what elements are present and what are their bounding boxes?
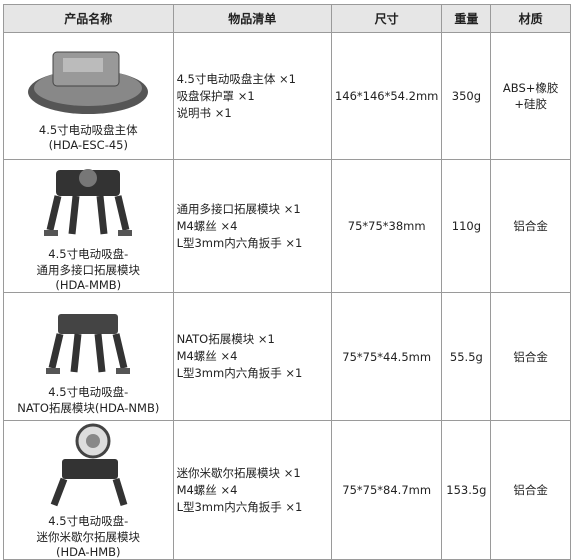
header-cell: 尺寸 — [330, 4, 443, 33]
product-image — [46, 313, 131, 374]
size-cell: 146*146*54.2mm — [330, 32, 443, 160]
size-cell: 75*75*38mm — [330, 159, 443, 293]
product-name-line: (HDA-HMB) — [56, 545, 121, 559]
material-line: ABS+橡胶 — [502, 81, 559, 95]
product-image — [51, 423, 128, 507]
material-cell: 铝合金 — [490, 292, 571, 421]
item-line: 吸盘保护罩 ×1 — [176, 88, 255, 103]
product-name-line: (HDA-MMB) — [55, 278, 122, 292]
item-line: M4螺丝 ×4 — [176, 218, 238, 233]
product-name-line: (HDA-ESC-45) — [48, 138, 128, 152]
material-line: 铝合金 — [513, 349, 548, 364]
product-name-line: 4.5寸电动吸盘- — [48, 247, 129, 261]
item-line: 4.5寸电动吸盘主体 ×1 — [176, 71, 296, 86]
spec-table: 产品名称 物品清单 尺寸 重量 材质 4.5寸电动吸盘主体 (HDA-ESC-45… — [3, 4, 571, 560]
product-cell: 4.5寸电动吸盘- 通用多接口拓展模块 (HDA-MMB) — [3, 159, 174, 293]
material-cell: 铝合金 — [490, 420, 571, 560]
item-line: L型3mm内六角扳手 ×1 — [176, 499, 303, 514]
items-cell: NATO拓展模块 ×1 M4螺丝 ×4 L型3mm内六角扳手 ×1 — [172, 292, 332, 421]
material-line: 铝合金 — [513, 483, 548, 497]
header-row: 产品名称 物品清单 尺寸 重量 材质 — [3, 4, 571, 33]
table-row: 4.5寸电动吸盘主体 (HDA-ESC-45) 4.5寸电动吸盘主体 ×1 吸盘保护罩… — [3, 32, 571, 160]
item-line: M4螺丝 ×4 — [176, 349, 238, 363]
product-image — [28, 51, 149, 114]
weight-cell: 55.5g — [441, 292, 492, 421]
table-row: 4.5寸电动吸盘- 通用多接口拓展模块 (HDA-MMB) 通用多接口拓展模块 ×1 M… — [3, 159, 571, 293]
size-cell: 75*75*84.7mm — [330, 420, 443, 560]
items-cell: 通用多接口拓展模块 ×1 M4螺丝 ×4 L型3mm内六角扳手 ×1 — [172, 159, 332, 293]
table-row: 4.5寸电动吸盘- 迷你米歇尔拓展模块 (HDA-HMB) 迷你米歇尔拓展模块 ×1 M… — [3, 420, 571, 560]
product-image — [44, 169, 133, 236]
product-name-line: 通用多接口拓展模块 — [36, 263, 141, 277]
material-cell: ABS+橡胶 +硅胶 — [490, 32, 571, 160]
item-line: NATO拓展模块 ×1 — [176, 332, 275, 346]
weight-cell: 110g — [441, 159, 492, 293]
header-cell: 物品清单 — [172, 4, 332, 33]
product-cell: 4.5寸电动吸盘主体 (HDA-ESC-45) — [3, 32, 174, 160]
item-line: L型3mm内六角扳手 ×1 — [176, 366, 303, 380]
product-name-line: 4.5寸电动吸盘主体 — [38, 123, 138, 137]
item-line: 通用多接口拓展模块 ×1 — [176, 201, 301, 216]
product-name-line: 4.5寸电动吸盘- — [48, 384, 129, 399]
header-cell: 材质 — [490, 4, 571, 33]
material-line: 铝合金 — [513, 219, 548, 233]
product-name-line: 4.5寸电动吸盘- — [48, 514, 129, 528]
product-cell: 4.5寸电动吸盘- 迷你米歇尔拓展模块 (HDA-HMB) — [3, 420, 174, 560]
item-line: 迷你米歇尔拓展模块 ×1 — [176, 465, 301, 480]
product-name-line: 迷你米歇尔拓展模块 — [36, 530, 141, 544]
items-cell: 4.5寸电动吸盘主体 ×1 吸盘保护罩 ×1 说明书 ×1 — [172, 32, 332, 160]
weight-cell: 350g — [441, 32, 492, 160]
product-name-line: NATO拓展模块(HDA-NMB) — [17, 400, 160, 415]
header-cell: 重量 — [441, 4, 492, 33]
item-line: M4螺丝 ×4 — [176, 482, 238, 497]
material-line: +硅胶 — [514, 97, 547, 111]
size-cell: 75*75*44.5mm — [330, 292, 443, 421]
item-line: 说明书 ×1 — [176, 105, 232, 120]
items-cell: 迷你米歇尔拓展模块 ×1 M4螺丝 ×4 L型3mm内六角扳手 ×1 — [172, 420, 332, 560]
table-row: 4.5寸电动吸盘- NATO拓展模块(HDA-NMB) NATO拓展模块 ×1 M4螺… — [3, 292, 571, 421]
weight-cell: 153.5g — [441, 420, 492, 560]
material-cell: 铝合金 — [490, 159, 571, 293]
item-line: L型3mm内六角扳手 ×1 — [176, 235, 303, 250]
table-body: 4.5寸电动吸盘主体 (HDA-ESC-45) 4.5寸电动吸盘主体 ×1 吸盘保护罩… — [3, 32, 571, 560]
product-cell: 4.5寸电动吸盘- NATO拓展模块(HDA-NMB) — [3, 292, 174, 421]
header-cell: 产品名称 — [3, 4, 174, 33]
